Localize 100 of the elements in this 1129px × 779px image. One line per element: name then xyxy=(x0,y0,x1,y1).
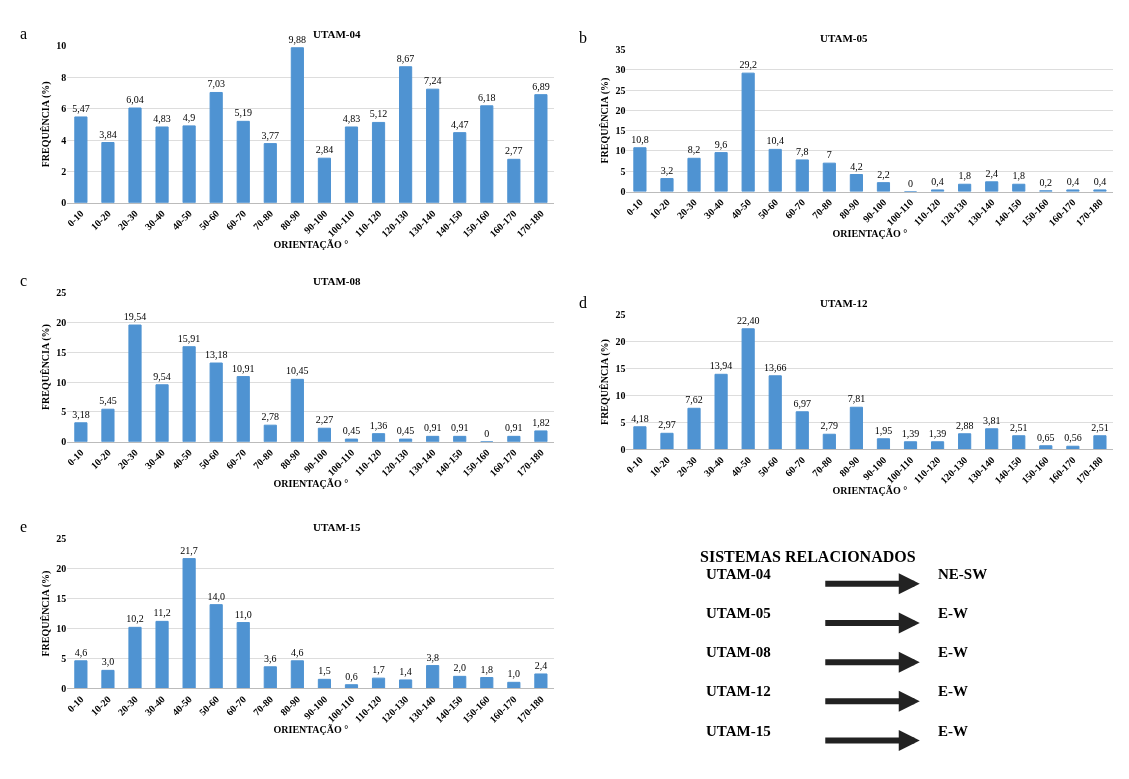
y-tick-label: 0 xyxy=(620,443,626,455)
text: UTAM-08 xyxy=(706,644,771,660)
y-tick-label: 10 xyxy=(56,376,67,388)
data-label: 29,2 xyxy=(739,59,757,71)
x-tick-label: 0-10 xyxy=(65,693,86,715)
data-label: 3,0 xyxy=(101,656,115,668)
data-label: 19,54 xyxy=(123,311,147,323)
y-tick-label: 5 xyxy=(620,416,626,428)
data-label: 2,51 xyxy=(1091,421,1109,433)
data-label: 7,24 xyxy=(423,75,442,87)
chart-title: UTAM-04 xyxy=(313,28,361,40)
data-label: 4,6 xyxy=(291,646,304,658)
x-tick-label: 0-10 xyxy=(65,207,86,229)
data-label: 8,2 xyxy=(687,144,701,156)
y-axis-title: FREQUÊNCIA (%) xyxy=(40,570,53,657)
y-axis-title: FREQUÊNCIA (%) xyxy=(40,324,53,411)
y-tick-label: 30 xyxy=(615,64,626,76)
data-label: 2,27 xyxy=(315,414,334,426)
data-label: 15,91 xyxy=(177,332,201,344)
data-label: 5,47 xyxy=(72,102,90,114)
data-label: 10,2 xyxy=(126,613,144,625)
data-label: 1,8 xyxy=(1012,170,1026,182)
data-label: 4,9 xyxy=(182,111,196,123)
x-axis-title: ORIENTAÇÃO ° xyxy=(273,477,349,489)
text: e xyxy=(20,518,28,535)
data-label: 10,45 xyxy=(286,365,309,377)
data-label: 0,4 xyxy=(1093,175,1107,187)
data-label: 2,78 xyxy=(261,411,280,423)
data-label: 0,4 xyxy=(931,175,944,187)
data-label: 10,8 xyxy=(631,133,649,145)
data-label: 5,19 xyxy=(234,107,252,119)
y-tick-label: 0 xyxy=(620,186,626,198)
data-label: 13,94 xyxy=(709,360,733,372)
data-label: 1,8 xyxy=(480,663,494,675)
y-axis-title: FREQUÊNCIA (%) xyxy=(599,77,612,164)
data-label: 4,47 xyxy=(450,118,469,130)
y-tick-label: 5 xyxy=(620,165,626,177)
data-label: 3,18 xyxy=(72,408,90,420)
y-tick-label: 35 xyxy=(615,44,626,56)
x-tick-label: 0-10 xyxy=(65,446,86,468)
data-label: 0,6 xyxy=(345,670,358,682)
x-axis-title: ORIENTAÇÃO ° xyxy=(273,724,349,736)
data-label: 0,45 xyxy=(342,425,361,437)
text: b xyxy=(579,29,587,46)
data-label: 6,04 xyxy=(126,94,144,105)
data-label: 1,82 xyxy=(532,416,550,428)
y-tick-label: 8 xyxy=(61,71,67,83)
text: SISTEMAS RELACIONADOS xyxy=(700,548,916,565)
text: UTAM-12 xyxy=(706,683,771,699)
data-label: 11,0 xyxy=(234,608,252,620)
data-label: 7,03 xyxy=(207,78,225,90)
y-tick-label: 15 xyxy=(615,363,626,375)
data-label: 13,66 xyxy=(763,361,787,373)
text: a xyxy=(20,25,28,42)
y-tick-label: 2 xyxy=(61,165,67,177)
data-label: 3,81 xyxy=(982,414,1001,426)
data-label: 6,18 xyxy=(478,91,496,103)
data-label: 1,7 xyxy=(372,664,385,676)
y-tick-label: 0 xyxy=(61,197,67,209)
data-label: 5,45 xyxy=(99,395,117,407)
data-label: 8,67 xyxy=(396,52,415,64)
y-tick-label: 10 xyxy=(56,623,67,635)
data-label: 0,91 xyxy=(505,422,523,434)
data-label: 3,77 xyxy=(261,129,280,141)
data-label: 2,88 xyxy=(955,419,974,431)
data-label: 2,97 xyxy=(658,419,676,431)
data-label: 0,56 xyxy=(1064,432,1082,444)
text: E-W xyxy=(938,605,968,621)
data-label: 1,0 xyxy=(507,668,521,680)
data-label: 4,6 xyxy=(74,646,88,658)
data-label: 7,81 xyxy=(847,393,866,405)
y-tick-label: 0 xyxy=(61,436,67,448)
data-label: 10,91 xyxy=(231,362,255,374)
data-label: 2,4 xyxy=(985,167,998,179)
x-tick-label: 0-10 xyxy=(624,454,645,476)
y-tick-label: 25 xyxy=(56,533,67,545)
data-label: 13,18 xyxy=(204,349,228,361)
data-label: 2,2 xyxy=(877,168,890,180)
data-label: 7,62 xyxy=(685,394,703,406)
text: UTAM-15 xyxy=(706,723,771,739)
data-label: 4,2 xyxy=(850,160,863,172)
data-label: 22,40 xyxy=(736,314,760,326)
data-label: 1,8 xyxy=(958,170,971,182)
data-label: 2,79 xyxy=(820,420,839,432)
data-label: 5,12 xyxy=(369,108,388,120)
data-label: 0,65 xyxy=(1037,431,1055,443)
data-label: 6,97 xyxy=(793,397,812,409)
y-tick-label: 4 xyxy=(61,134,67,146)
data-label: 3,6 xyxy=(264,652,277,664)
chart-title: UTAM-08 xyxy=(313,275,361,287)
y-axis-title: FREQUÊNCIA (%) xyxy=(599,339,612,425)
y-axis-title: FREQUÊNCIA (%) xyxy=(40,81,53,168)
data-label: 3,8 xyxy=(426,651,439,663)
y-tick-label: 20 xyxy=(56,316,67,328)
text: d xyxy=(579,294,587,311)
y-tick-label: 10 xyxy=(615,389,626,401)
data-label: 0,4 xyxy=(1066,175,1080,187)
y-tick-label: 6 xyxy=(61,103,67,115)
data-label: 2,77 xyxy=(505,145,523,157)
data-label: 4,83 xyxy=(342,112,361,124)
